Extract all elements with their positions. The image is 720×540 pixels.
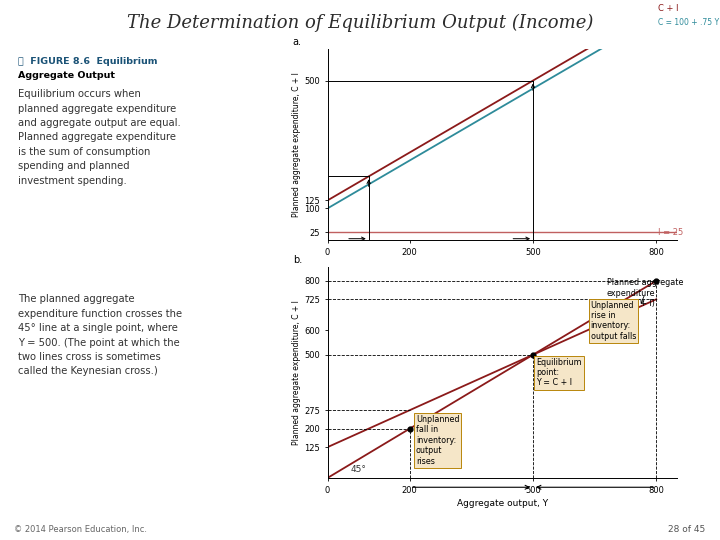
Text: 28 of 45: 28 of 45 — [668, 524, 706, 534]
Text: Planned aggregate
expenditure
(AE = C + I): Planned aggregate expenditure (AE = C + … — [607, 279, 683, 308]
Text: a.: a. — [292, 37, 302, 47]
Y-axis label: Planned aggregate expenditure, C + I: Planned aggregate expenditure, C + I — [292, 300, 301, 445]
Text: Equilibrium occurs when
planned aggregate expenditure
and aggregate output are e: Equilibrium occurs when planned aggregat… — [18, 89, 181, 186]
Text: I = 25: I = 25 — [658, 228, 683, 237]
Text: Unplanned
rise in
inventory:
output falls: Unplanned rise in inventory: output fall… — [590, 301, 636, 341]
Y-axis label: Planned aggregate expenditure, C + I: Planned aggregate expenditure, C + I — [292, 72, 302, 217]
Text: C + I: C + I — [658, 4, 679, 13]
Text: Equilibrium
point:
Y = C + I: Equilibrium point: Y = C + I — [536, 357, 582, 388]
Text: b.: b. — [292, 255, 302, 265]
Text: The Determination of Equilibrium Output (Income): The Determination of Equilibrium Output … — [127, 14, 593, 32]
Text: C = 100 + .75 Y: C = 100 + .75 Y — [658, 18, 719, 27]
Text: ⓘ  FIGURE 8.6  Equilibrium: ⓘ FIGURE 8.6 Equilibrium — [18, 57, 158, 66]
Text: The planned aggregate
expenditure function crosses the
45° line at a single poin: The planned aggregate expenditure functi… — [18, 294, 182, 376]
Text: Unplanned
fall in
inventory:
output
rises: Unplanned fall in inventory: output rise… — [416, 415, 459, 465]
Text: © 2014 Pearson Education, Inc.: © 2014 Pearson Education, Inc. — [14, 524, 148, 534]
Text: 45°: 45° — [350, 465, 366, 475]
Text: Aggregate Output: Aggregate Output — [18, 71, 115, 80]
X-axis label: Aggregate output, Y: Aggregate output, Y — [456, 499, 548, 508]
